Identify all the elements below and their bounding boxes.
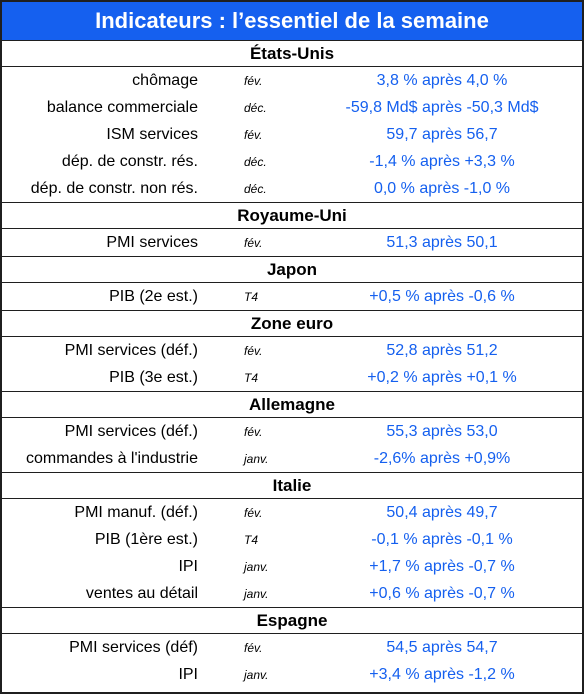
period-label: T4: [244, 370, 259, 385]
indicator-value: 55,3 après 53,0: [386, 422, 498, 440]
table-row: dép. de constr. non rés. déc. 0,0 % après …: [2, 175, 582, 202]
section-header: Japon: [2, 257, 582, 283]
indicator-value: 54,5 après 54,7: [386, 638, 498, 656]
table-title: Indicateurs : l’essentiel de la semaine: [2, 2, 582, 41]
period-label: janv.: [244, 451, 269, 466]
indicator-value: 50,4 après 49,7: [386, 503, 498, 521]
indicator-label: ventes au détail: [85, 584, 198, 602]
table-row: IPI janv. +3,4 % après -1,2 %: [2, 661, 582, 688]
table-row: PMI services (déf) fév. 54,5 après 54,7: [2, 634, 582, 661]
period-label: fév.: [244, 127, 263, 142]
table-row: PIB (2e est.) T4 +0,5 % après -0,6 %: [2, 283, 582, 310]
indicator-value: -2,6% après +0,9%: [373, 449, 511, 467]
period-label: janv.: [244, 586, 269, 601]
indicator-label: PIB (2e est.): [109, 287, 198, 305]
indicator-value: 59,7 après 56,7: [386, 125, 498, 143]
table-row: PIB (1ère est.) T4 -0,1 % après -0,1 %: [2, 526, 582, 553]
table-row: PMI services fév. 51,3 après 50,1: [2, 229, 582, 256]
indicator-value: -59,8 Md$ après -50,3 Md$: [345, 98, 539, 116]
indicator-value: 51,3 après 50,1: [386, 233, 498, 251]
indicator-label: chômage: [132, 71, 198, 89]
indicator-value: 52,8 après 51,2: [386, 341, 498, 359]
period-label: fév.: [244, 235, 263, 250]
indicator-value: 3,8 % après 4,0 %: [376, 71, 508, 89]
section-rows: PMI services (déf) fév. 54,5 après 54,7 IPI…: [2, 634, 582, 688]
section-rows: PIB (2e est.) T4 +0,5 % après -0,6 %: [2, 283, 582, 311]
indicator-label: PMI services (déf.): [64, 341, 198, 359]
table-row: dép. de constr. rés. déc. -1,4 % après +3,…: [2, 148, 582, 175]
indicator-value: -0,1 % après -0,1 %: [371, 530, 513, 548]
indicator-value: +0,6 % après -0,7 %: [369, 584, 515, 602]
table-row: PMI services (déf.) fév. 52,8 après 51,2: [2, 337, 582, 364]
indicator-label: ISM services: [106, 125, 198, 143]
period-label: déc.: [244, 181, 267, 196]
section-rows: PMI services (déf.) fév. 55,3 après 53,0 co…: [2, 418, 582, 473]
table-row: ventes au détail janv. +0,6 % après -0,7 %: [2, 580, 582, 607]
indicator-label: PMI manuf. (déf.): [74, 503, 198, 521]
period-label: fév.: [244, 73, 263, 88]
indicator-label: commandes à l'industrie: [25, 449, 198, 467]
section-header: Espagne: [2, 608, 582, 634]
section-header: Royaume-Uni: [2, 203, 582, 229]
indicator-label: dép. de constr. rés.: [61, 152, 198, 170]
section-header: Allemagne: [2, 392, 582, 418]
indicator-value: +0,2 % après +0,1 %: [367, 368, 517, 386]
indicator-label: PIB (3e est.): [109, 368, 198, 386]
section-header: Zone euro: [2, 311, 582, 337]
period-label: fév.: [244, 343, 263, 358]
indicator-label: balance commerciale: [46, 98, 198, 116]
table-row: PMI services (déf.) fév. 55,3 après 53,0: [2, 418, 582, 445]
table-row: commandes à l'industrie janv. -2,6% après …: [2, 445, 582, 472]
table-row: IPI janv. +1,7 % après -0,7 %: [2, 553, 582, 580]
section-rows: PMI services (déf.) fév. 52,8 après 51,2 PI…: [2, 337, 582, 392]
indicator-value: +3,4 % après -1,2 %: [369, 665, 515, 683]
period-label: fév.: [244, 640, 263, 655]
table-body: États-Unis chômage fév. 3,8 % après 4,0 % ba…: [2, 41, 582, 688]
period-label: fév.: [244, 424, 263, 439]
indicator-label: PMI services: [106, 233, 198, 251]
indicator-label: PMI services (déf): [69, 638, 198, 656]
period-label: T4: [244, 289, 259, 304]
indicator-label: IPI: [178, 665, 198, 683]
indicator-label: PMI services (déf.): [64, 422, 198, 440]
section-rows: PMI manuf. (déf.) fév. 50,4 après 49,7 PIB …: [2, 499, 582, 608]
section-rows: chômage fév. 3,8 % après 4,0 % balance comm…: [2, 67, 582, 203]
table-row: ISM services fév. 59,7 après 56,7: [2, 121, 582, 148]
indicator-value: +0,5 % après -0,6 %: [369, 287, 515, 305]
section-rows: PMI services fév. 51,3 après 50,1: [2, 229, 582, 257]
indicator-label: PIB (1ère est.): [94, 530, 198, 548]
period-label: fév.: [244, 505, 263, 520]
table-row: PIB (3e est.) T4 +0,2 % après +0,1 %: [2, 364, 582, 391]
indicator-label: IPI: [178, 557, 198, 575]
period-label: T4: [244, 532, 259, 547]
indicator-label: dép. de constr. non rés.: [30, 179, 198, 197]
period-label: déc.: [244, 154, 267, 169]
period-label: janv.: [244, 667, 269, 682]
section-header: Italie: [2, 473, 582, 499]
section-header: États-Unis: [2, 41, 582, 67]
indicator-value: -1,4 % après +3,3 %: [369, 152, 515, 170]
indicator-value: +1,7 % après -0,7 %: [369, 557, 515, 575]
indicator-value: 0,0 % après -1,0 %: [373, 179, 511, 197]
period-label: déc.: [244, 100, 267, 115]
table-row: PMI manuf. (déf.) fév. 50,4 après 49,7: [2, 499, 582, 526]
period-label: janv.: [244, 559, 269, 574]
table-row: balance commerciale déc. -59,8 Md$ après -…: [2, 94, 582, 121]
table-row: chômage fév. 3,8 % après 4,0 %: [2, 67, 582, 94]
